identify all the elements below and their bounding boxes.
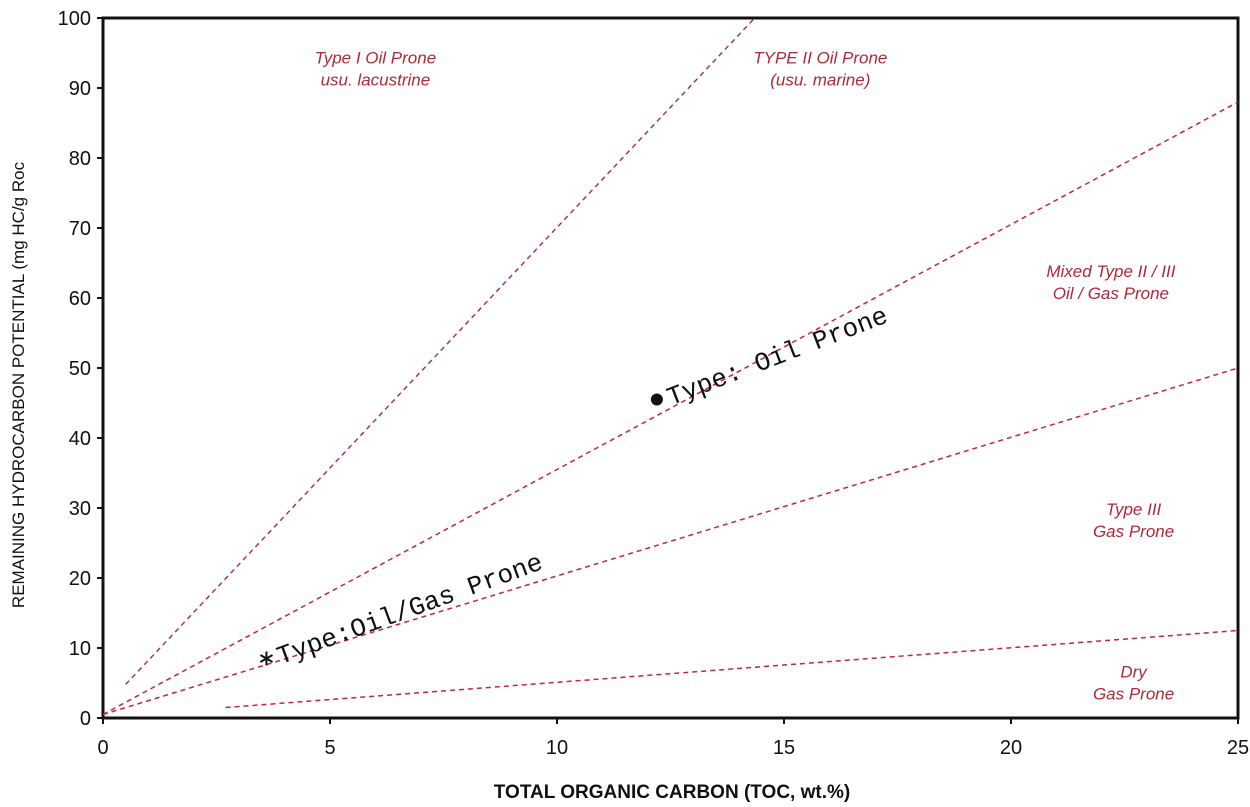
plot-frame bbox=[101, 16, 1240, 720]
region-label-line: Dry bbox=[1120, 662, 1148, 681]
region-label-line: (usu. marine) bbox=[770, 71, 870, 90]
region-label: Type III Gas Prone bbox=[1093, 500, 1174, 541]
plot-area bbox=[101, 16, 1240, 720]
x-tick-label: 25 bbox=[1227, 737, 1249, 759]
y-tick-label: 0 bbox=[80, 708, 91, 730]
region-label-line: Oil / Gas Prone bbox=[1053, 284, 1169, 303]
y-tick-label: 60 bbox=[69, 288, 91, 310]
axis-ticks: 0 5 10 15 20 25 0 10 20 30 40 50 60 70 80 90 100 bbox=[58, 8, 1250, 759]
y-tick-label: 70 bbox=[69, 218, 91, 240]
region-label: TYPE II Oil Prone (usu. marine) bbox=[753, 49, 887, 90]
region-label-line: Type I Oil Prone bbox=[315, 49, 437, 68]
y-tick-label: 10 bbox=[69, 638, 91, 660]
region-label-line: TYPE II Oil Prone bbox=[753, 49, 887, 68]
y-tick-label: 80 bbox=[69, 148, 91, 170]
boundary-line-4 bbox=[225, 629, 1238, 709]
region-label-line: Gas Prone bbox=[1093, 522, 1174, 541]
x-tick-label: 20 bbox=[1000, 737, 1022, 759]
boundary-line-1 bbox=[125, 18, 756, 685]
x-tick-label: 5 bbox=[324, 737, 335, 759]
boundary-lines bbox=[103, 18, 1238, 716]
boundary-line-2 bbox=[103, 101, 1238, 716]
region-label: Type I Oil Prone usu. lacustrine bbox=[315, 49, 437, 90]
region-label: Dry Gas Prone bbox=[1093, 662, 1174, 703]
y-tick-label: 30 bbox=[69, 498, 91, 520]
x-axis-title: TOTAL ORGANIC CARBON (TOC, wt.%) bbox=[494, 782, 850, 803]
y-axis-title: REMAINING HYDROCARBON POTENTIAL (mg HC/g… bbox=[9, 161, 28, 608]
region-label-line: Gas Prone bbox=[1093, 684, 1174, 703]
region-label-line: Mixed Type II / III bbox=[1046, 262, 1175, 281]
x-tick-label: 15 bbox=[773, 737, 795, 759]
region-labels: Type I Oil Prone usu. lacustrine TYPE II O… bbox=[315, 49, 1176, 704]
region-label-line: Type III bbox=[1106, 500, 1162, 519]
y-tick-label: 20 bbox=[69, 568, 91, 590]
y-tick-label: 50 bbox=[69, 358, 91, 380]
sample-point-dot bbox=[650, 393, 663, 406]
x-tick-label: 10 bbox=[546, 737, 568, 759]
y-tick-label: 40 bbox=[69, 428, 91, 450]
y-tick-label: 90 bbox=[69, 78, 91, 100]
sample-point-asterisk bbox=[259, 651, 274, 666]
y-tick-label: 100 bbox=[58, 8, 91, 30]
region-label: Mixed Type II / III Oil / Gas Prone bbox=[1046, 262, 1175, 303]
region-label-line: usu. lacustrine bbox=[321, 71, 431, 90]
x-tick-label: 0 bbox=[97, 737, 108, 759]
